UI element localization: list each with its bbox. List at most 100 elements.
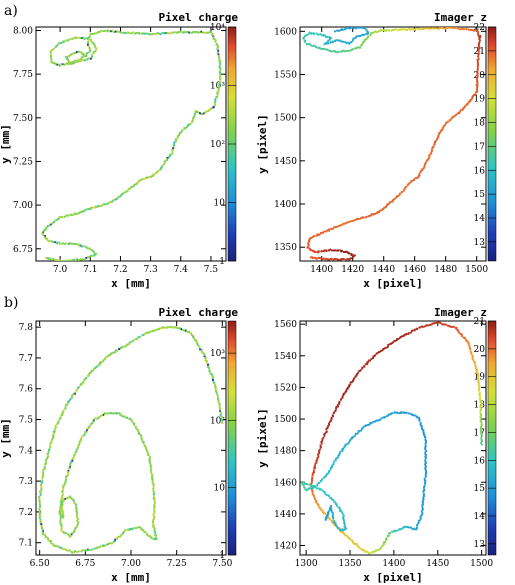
loop-point [111,29,114,32]
loop-point [163,32,166,34]
loop-point [330,504,333,507]
track-point [476,90,479,93]
track-point [322,250,325,253]
track-point [330,417,333,420]
loop-point [337,50,340,53]
loop-point [151,475,153,478]
track-point [469,347,472,350]
loop-point [398,28,401,31]
loop-point [152,514,155,517]
track-point [60,414,62,417]
track-point [467,101,470,103]
loop-point [57,43,60,46]
track-point [62,410,65,413]
track-point [47,455,49,458]
loop-point [356,27,359,29]
track-point [433,141,436,144]
loop-point [346,41,349,44]
track-point [120,194,122,197]
track-point [445,122,447,125]
track-point [217,401,220,404]
loop-point [85,58,88,61]
track-point [192,117,195,120]
y-tick-label: 7.75 [13,70,33,80]
loop-point [340,29,342,31]
loop-point [171,31,174,34]
track-point [472,359,475,362]
x-tick-label: 1300 [295,559,318,569]
chart-b-left-ylabel: y [mm] [0,418,12,458]
track-point [358,546,361,549]
loop-point [325,516,328,519]
track-point [477,388,480,391]
loop-point [59,517,62,520]
track-point [61,412,64,415]
track-point [340,258,343,260]
track-point [212,381,215,384]
track-point [176,136,179,139]
track-point [92,368,95,371]
track-point [130,186,133,189]
track-point [63,260,66,261]
track-point [56,259,59,261]
track-point [476,72,479,75]
y-tick-label: 1420 [274,542,297,552]
loop-point [62,512,65,515]
y-tick-label: 1350 [274,243,297,253]
chart-b-pixel-charge: Pixel charge x [mm] y [mm] 6.50 6.75 7.00 7… [0,306,238,584]
track-point [455,113,458,116]
loop-point [398,527,401,530]
loop-point [308,43,311,45]
track-point [42,530,45,533]
track-point [47,450,50,453]
loop-point [152,513,155,516]
x-tick-label: 1480 [434,265,457,275]
track-point [403,187,406,190]
track-point [40,523,43,526]
track-point [191,120,194,123]
loop-point [319,488,322,491]
track-point [470,351,473,354]
track-point [310,483,313,486]
track-point [47,538,50,540]
loop-point [99,30,102,33]
track-point [326,427,329,430]
colorbar-tick-label: 10² [210,140,225,150]
loop-point [84,54,87,57]
loop-point [474,29,477,32]
loop-point [123,415,126,418]
loop-point [395,529,398,532]
track-point [40,489,43,492]
loop-point [60,501,63,504]
track-point [328,249,331,252]
track-point [360,217,362,220]
loop-point [341,28,344,31]
loop-point [421,504,424,507]
loop-point [354,432,357,435]
loop-point [119,414,122,417]
track-point [39,515,42,518]
loop-point [82,53,85,56]
track-point [325,249,328,252]
track-point [342,393,345,395]
loop-point [80,58,83,61]
loop-point [87,36,90,39]
track-point [333,226,336,229]
loop-point [385,29,387,32]
track-point [409,181,412,184]
track-point [317,503,320,506]
track-point [348,252,351,255]
track-point [177,134,180,137]
loop-point [311,485,314,488]
loop-point [151,477,154,480]
track-point [171,150,174,152]
loop-point [303,482,306,485]
track-point [38,496,41,499]
track-point [351,256,354,259]
loop-point [345,41,348,44]
loop-point [342,447,345,450]
loop-point [207,31,210,34]
track-point [471,97,474,100]
track-point [318,507,321,510]
loop-point [78,440,81,443]
